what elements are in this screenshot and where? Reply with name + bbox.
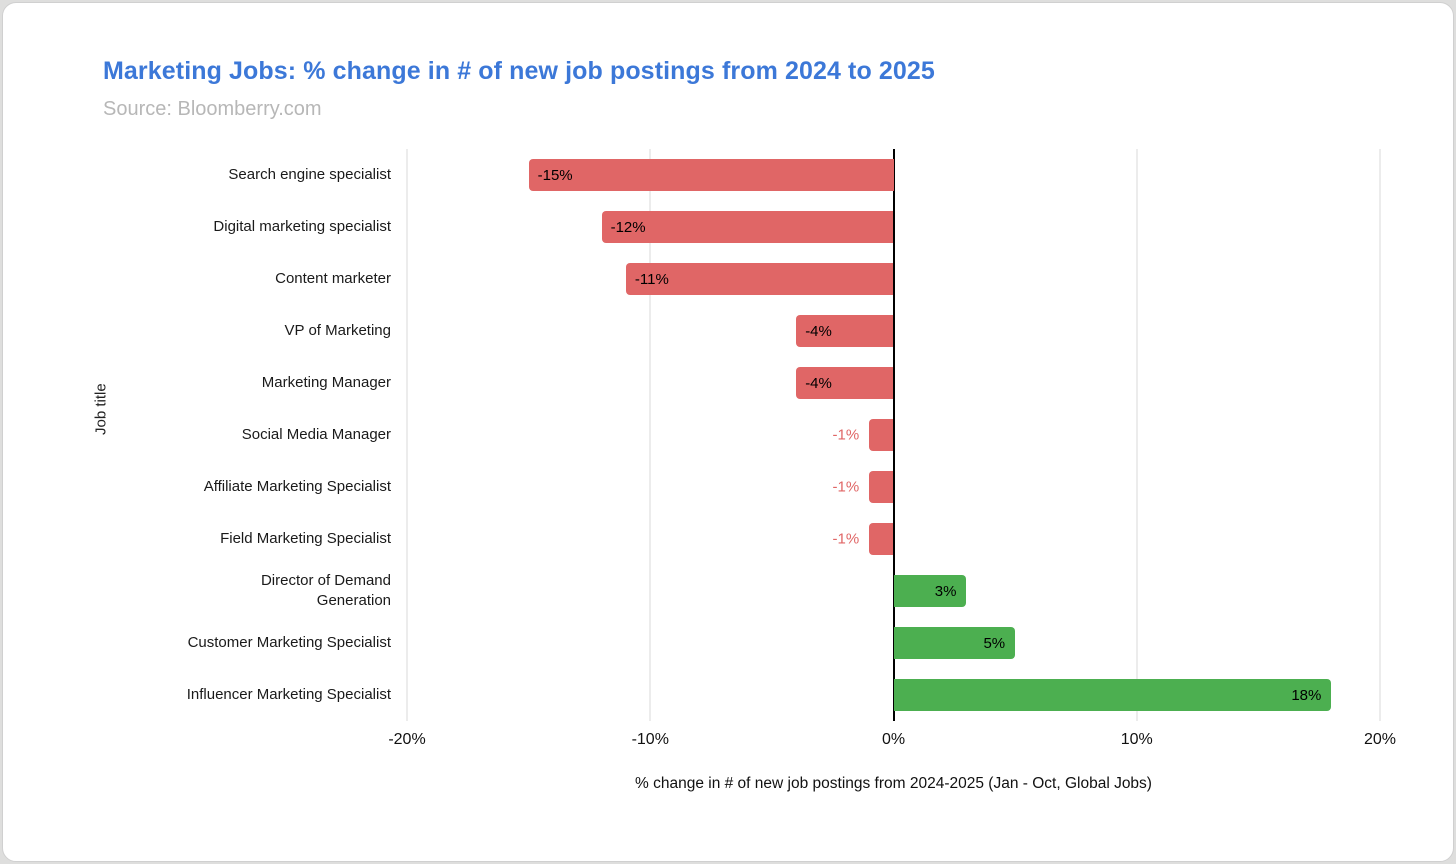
chart-row: VP of Marketing -4% bbox=[103, 305, 1380, 357]
bar-track: 3% bbox=[407, 565, 1380, 617]
x-axis-title: % change in # of new job postings from 2… bbox=[635, 775, 1152, 792]
category-label: Field Marketing Specialist bbox=[220, 529, 391, 547]
bar-value-label: 3% bbox=[934, 582, 957, 600]
chart-row: Content marketer -11% bbox=[103, 253, 1380, 305]
bar-track: -12% bbox=[407, 201, 1380, 253]
chart-row: Search engine specialist -15% bbox=[103, 149, 1380, 201]
bar-track: -1% bbox=[407, 461, 1380, 513]
negative-bar: -11% bbox=[625, 263, 894, 295]
chart-row: Director of Demand Generation 3% bbox=[103, 565, 1380, 617]
gridline bbox=[1136, 149, 1138, 721]
gridlines bbox=[406, 149, 1381, 721]
chart-row: Marketing Manager -4% bbox=[103, 357, 1380, 409]
category-label: Content marketer bbox=[275, 269, 391, 287]
x-tick-label: -20% bbox=[388, 731, 426, 748]
category-label: Digital marketing specialist bbox=[213, 217, 391, 235]
bar-value-label: 18% bbox=[1291, 686, 1322, 704]
bar-track: 5% bbox=[407, 617, 1380, 669]
category-label: Director of Demand Generation bbox=[260, 571, 391, 609]
chart-row: Influencer Marketing Specialist 18% bbox=[103, 669, 1380, 721]
bar-value-label: -4% bbox=[805, 322, 832, 340]
x-tick-label: -10% bbox=[631, 731, 669, 748]
negative-bar bbox=[869, 471, 894, 503]
negative-bar: -12% bbox=[601, 211, 894, 243]
negative-bar: -15% bbox=[528, 159, 894, 191]
gridline bbox=[649, 149, 651, 721]
x-tick-label: 10% bbox=[1120, 731, 1153, 748]
negative-bar: -4% bbox=[796, 315, 894, 347]
x-tick-label: 0% bbox=[881, 731, 906, 748]
x-axis-ticks: -20% -10% 0% 10% 20% bbox=[388, 721, 1396, 751]
chart-row: Social Media Manager -1% bbox=[103, 409, 1380, 461]
bar-value-label: -1% bbox=[832, 426, 860, 444]
bar-value-label: -11% bbox=[634, 270, 669, 288]
bar-value-label: -1% bbox=[832, 530, 860, 548]
category-label: Search engine specialist bbox=[228, 165, 391, 183]
bar-track: -11% bbox=[407, 253, 1380, 305]
bar-track: -15% bbox=[407, 149, 1380, 201]
chart-row: Customer Marketing Specialist 5% bbox=[103, 617, 1380, 669]
positive-bar: 3% bbox=[893, 575, 967, 607]
plot-area: Search engine specialist -15% Digital mark… bbox=[103, 149, 1381, 721]
negative-bar: -4% bbox=[796, 367, 894, 399]
category-label: Affiliate Marketing Specialist bbox=[203, 477, 391, 495]
gridline bbox=[406, 149, 408, 721]
bar-value-label: -15% bbox=[537, 166, 573, 184]
category-label: VP of Marketing bbox=[284, 321, 391, 339]
gridline bbox=[1379, 149, 1381, 721]
category-label: Influencer Marketing Specialist bbox=[186, 685, 391, 703]
bar-track: -4% bbox=[407, 357, 1380, 409]
bar-value-label: -4% bbox=[805, 374, 832, 392]
negative-bar bbox=[869, 523, 894, 555]
negative-bar bbox=[869, 419, 894, 451]
bar-track: -4% bbox=[407, 305, 1380, 357]
chart-title: Marketing Jobs: % change in # of new job… bbox=[103, 57, 935, 85]
bar-value-label: -12% bbox=[610, 218, 646, 236]
positive-bar: 5% bbox=[893, 627, 1016, 659]
chart-source: Source: Bloomberry.com bbox=[103, 98, 322, 120]
positive-bar: 18% bbox=[893, 679, 1332, 711]
chart-row: Digital marketing specialist -12% bbox=[103, 201, 1380, 253]
bar-value-label: 5% bbox=[983, 634, 1006, 652]
category-label: Marketing Manager bbox=[261, 373, 391, 391]
bar-track: 18% bbox=[407, 669, 1380, 721]
chart-row: Field Marketing Specialist -1% bbox=[103, 513, 1380, 565]
bar-track: -1% bbox=[407, 409, 1380, 461]
bar-value-label: -1% bbox=[832, 478, 860, 496]
x-tick-label: 20% bbox=[1363, 731, 1397, 748]
chart-row: Affiliate Marketing Specialist -1% bbox=[103, 461, 1380, 513]
bar-chart: Job title Search engine specialist -15% Di… bbox=[93, 149, 1396, 793]
category-label: Customer Marketing Specialist bbox=[187, 633, 391, 651]
bar-track: -1% bbox=[407, 513, 1380, 565]
category-label: Social Media Manager bbox=[241, 425, 391, 443]
zero-axis-line bbox=[892, 149, 895, 721]
